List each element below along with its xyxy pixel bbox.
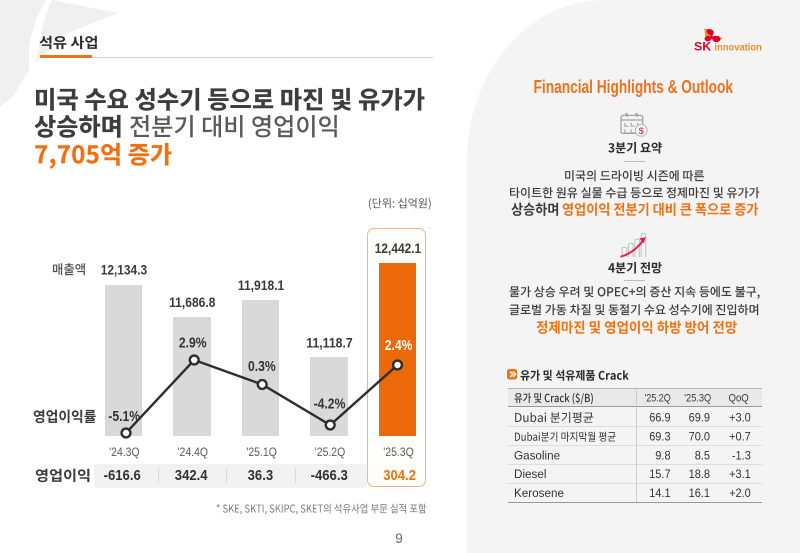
svg-text:69.9: 69.9 (689, 411, 710, 425)
svg-text:Kerosene: Kerosene (514, 486, 564, 500)
svg-text:'25.3Q: '25.3Q (684, 393, 711, 405)
svg-text:9: 9 (395, 531, 403, 546)
svg-text:'24.4Q: '24.4Q (178, 447, 209, 459)
svg-text:11,918.1: 11,918.1 (238, 278, 284, 294)
svg-text:Financial Highlights & Outlook: Financial Highlights & Outlook (534, 76, 734, 97)
svg-text:-5.1%: -5.1% (108, 409, 140, 425)
svg-text:'25.2Q: '25.2Q (315, 447, 346, 459)
svg-text:36.3: 36.3 (248, 467, 274, 484)
svg-text:11,118.7: 11,118.7 (306, 336, 352, 352)
svg-text:$: $ (638, 126, 644, 137)
svg-text:Gasoline: Gasoline (514, 448, 560, 462)
svg-text:innovation: innovation (714, 43, 762, 54)
svg-text:9.8: 9.8 (655, 448, 671, 462)
svg-text:14.1: 14.1 (649, 486, 670, 500)
svg-text:0.3%: 0.3% (248, 359, 276, 375)
svg-text:16.1: 16.1 (689, 486, 710, 500)
svg-text:304.2: 304.2 (383, 467, 416, 484)
svg-text:QoQ: QoQ (729, 393, 749, 405)
svg-text:'25.2Q: '25.2Q (645, 393, 671, 405)
svg-text:+3.1: +3.1 (729, 467, 751, 481)
svg-text:70.0: 70.0 (689, 429, 711, 443)
svg-text:66.9: 66.9 (649, 411, 670, 425)
svg-text:-466.3: -466.3 (311, 467, 348, 484)
svg-text:8.5: 8.5 (695, 448, 711, 462)
svg-text:'25.3Q: '25.3Q (383, 447, 414, 459)
svg-text:2.4%: 2.4% (385, 338, 413, 354)
svg-text:+2.0: +2.0 (729, 486, 751, 500)
svg-text:18.8: 18.8 (689, 467, 711, 481)
svg-text:12,442.1: 12,442.1 (375, 241, 421, 257)
svg-text:-4.2%: -4.2% (314, 397, 346, 413)
svg-text:Diesel: Diesel (514, 467, 547, 481)
svg-text:12,134.3: 12,134.3 (101, 262, 147, 278)
svg-text:342.4: 342.4 (175, 467, 208, 484)
svg-text:11,686.8: 11,686.8 (169, 295, 215, 311)
svg-text:+0.7: +0.7 (729, 429, 751, 443)
svg-text:-616.6: -616.6 (104, 467, 141, 484)
svg-text:-1.3: -1.3 (732, 448, 751, 462)
svg-text:'24.3Q: '24.3Q (109, 447, 140, 459)
svg-text:+3.0: +3.0 (729, 411, 751, 425)
svg-text:'25.1Q: '25.1Q (246, 447, 277, 459)
svg-text:69.3: 69.3 (649, 429, 671, 443)
svg-text:15.7: 15.7 (649, 467, 670, 481)
svg-text:SK: SK (694, 40, 711, 54)
svg-text:2.9%: 2.9% (179, 336, 207, 352)
